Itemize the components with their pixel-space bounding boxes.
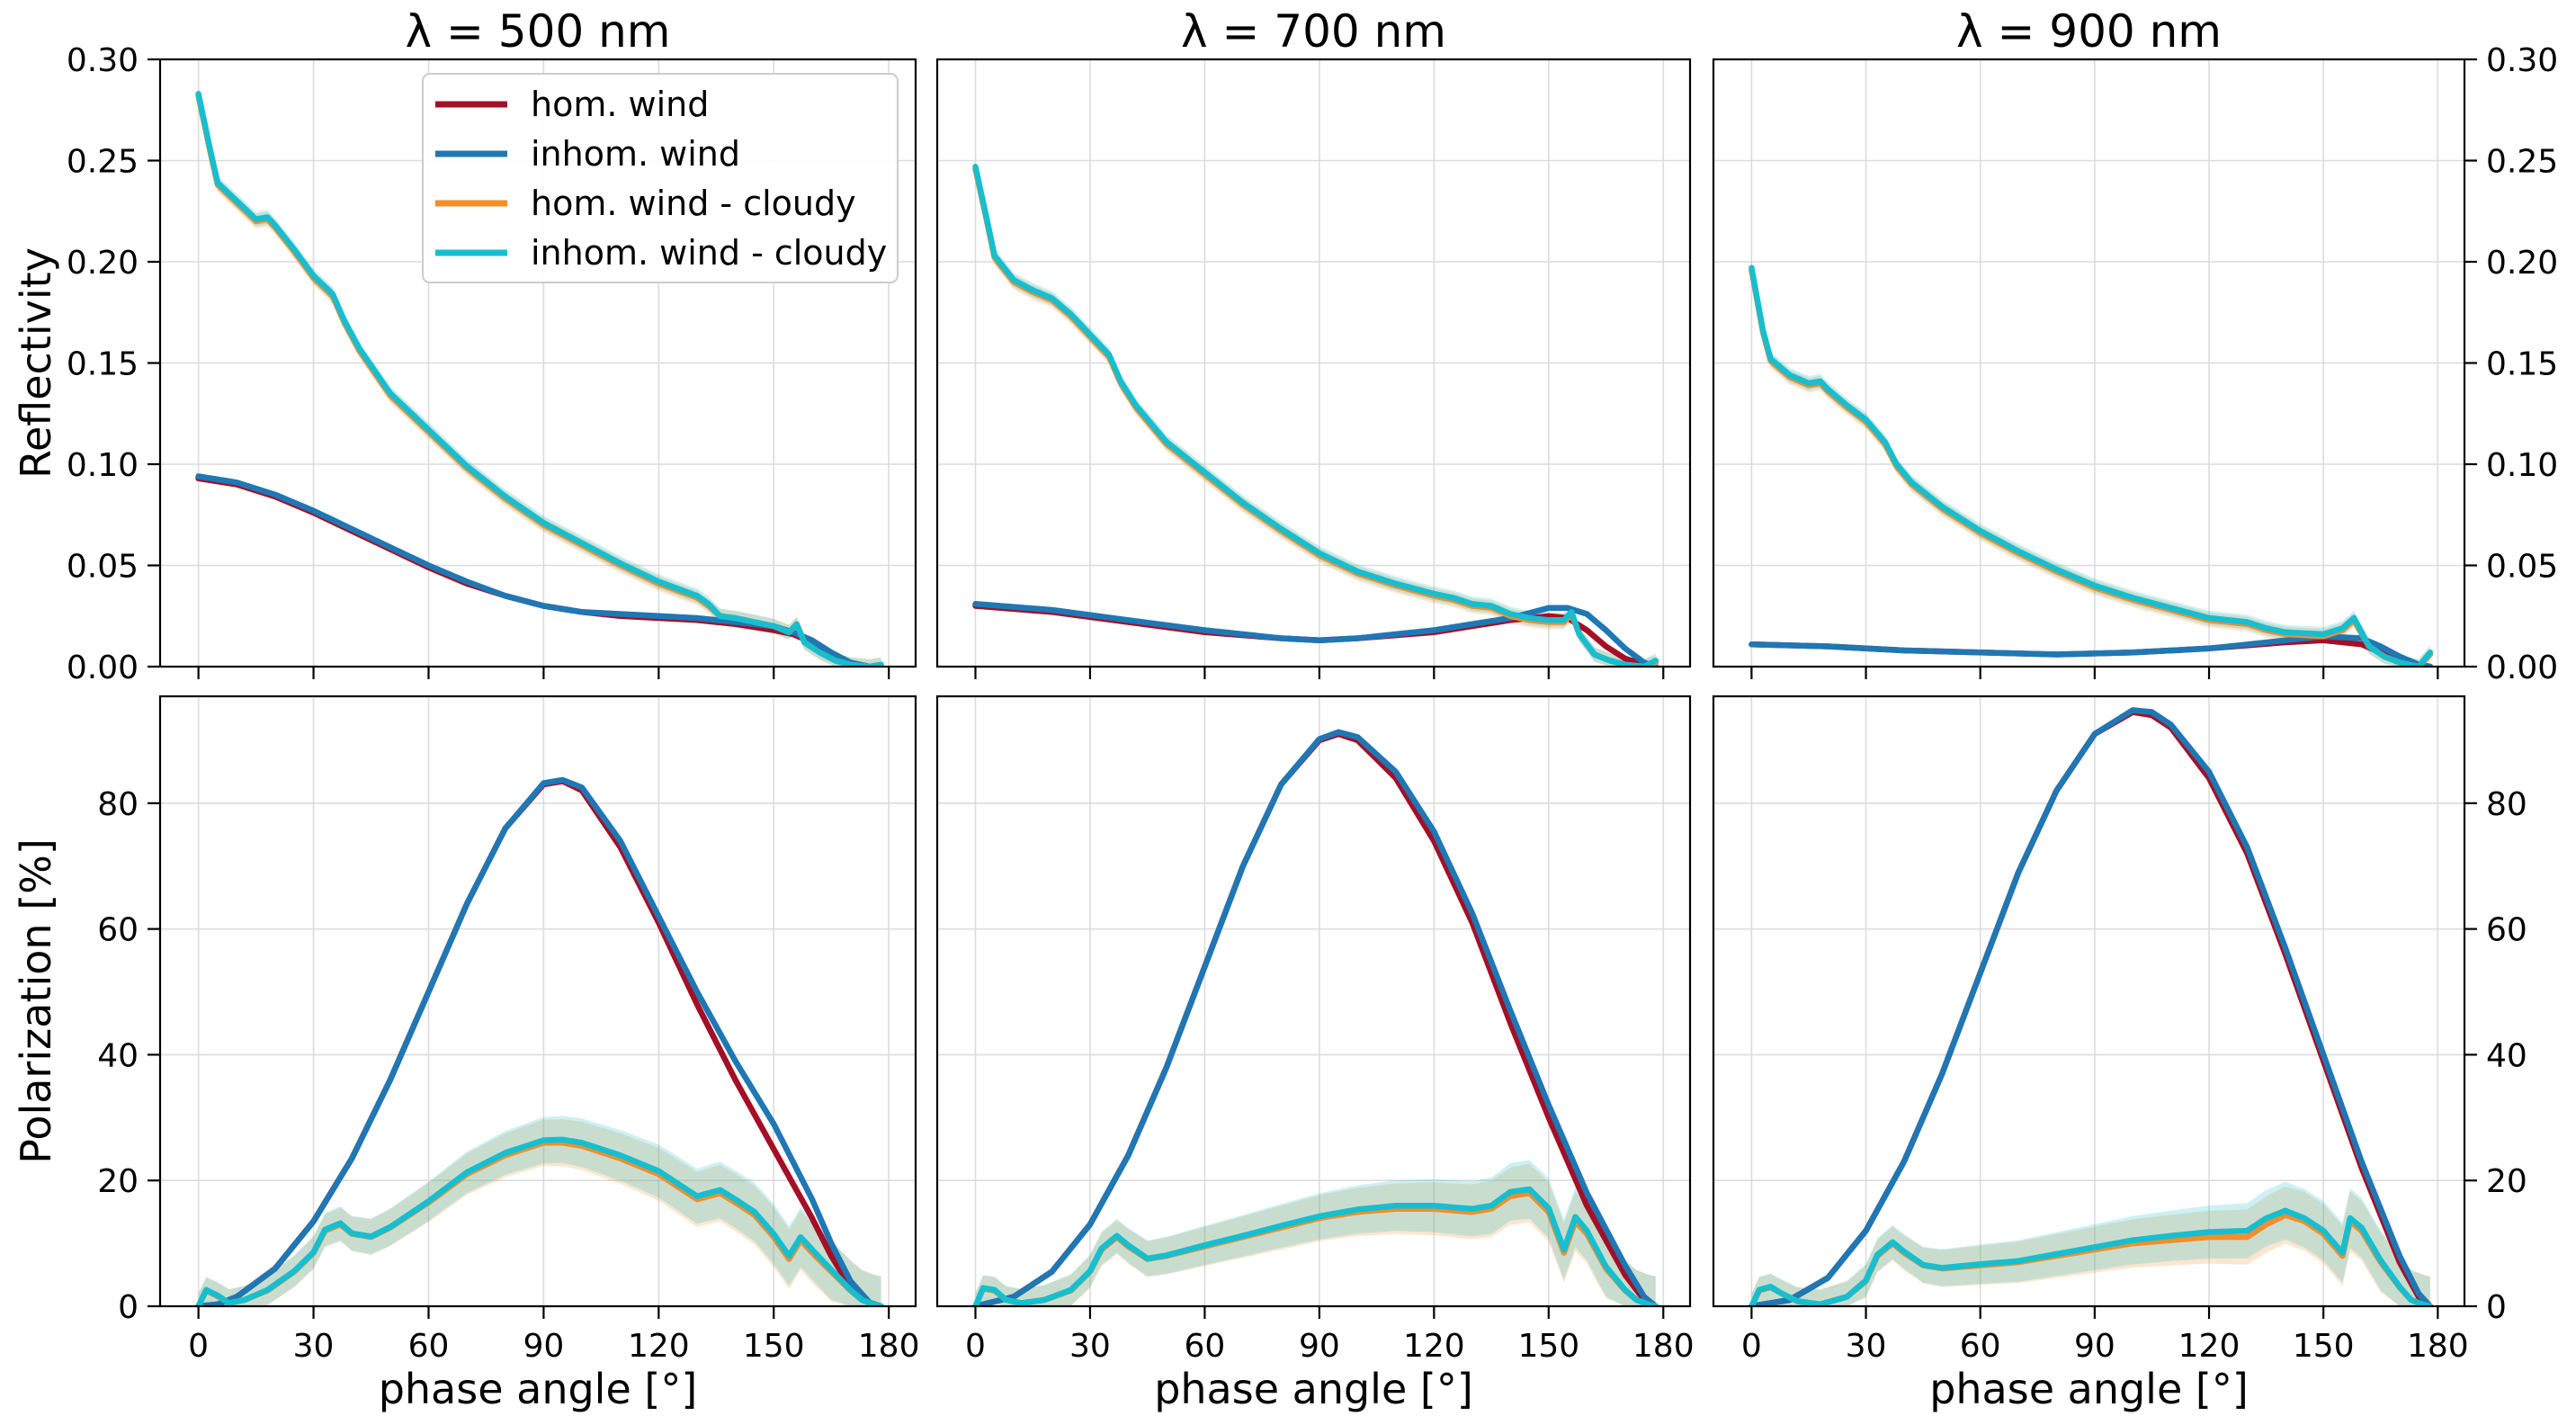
x-axis-label: phase angle [°] (1154, 1365, 1473, 1413)
y-tick-label: 0.10 (2486, 447, 2558, 484)
y-tick-label: 0.00 (67, 650, 139, 686)
uncertainty-band (975, 159, 1656, 667)
axes-frame (935, 58, 1692, 668)
legend-box (422, 73, 899, 283)
series-line-inhom-wind-cloudy (1749, 264, 2434, 667)
y-axis-label: Polarization [%] (12, 838, 60, 1164)
series-line-inhom-wind (195, 473, 884, 667)
series-line-inhom-wind-cloudy (195, 91, 884, 667)
uncertainty-band (975, 1163, 1656, 1306)
axes-frame (935, 695, 1692, 1308)
x-tick-label: 90 (523, 1328, 564, 1365)
y-tick-label: 60 (2486, 912, 2527, 949)
y-tick-label: 0.05 (2486, 549, 2558, 586)
y-tick-label: 0.05 (67, 549, 139, 586)
x-tick-label: 180 (1632, 1328, 1695, 1365)
y-tick-label: 80 (2486, 786, 2527, 823)
data-layer (1749, 260, 2434, 667)
x-tick-label: 120 (2178, 1328, 2241, 1365)
x-tick-label: 60 (1185, 1328, 1226, 1365)
legend-label: inhom. wind - cloudy (531, 233, 887, 273)
data-layer (972, 729, 1659, 1306)
panel-r2-c1: 0 30 60 90 120 150 180 0 20 40 60 80 phase angle [°] (97, 695, 920, 1413)
y-tick-label: 0.10 (67, 447, 139, 484)
uncertainty-band (975, 1160, 1656, 1306)
axes-frame (158, 695, 917, 1308)
series-line-inhom-wind-cloudy (195, 1136, 884, 1306)
x-tick-label: 0 (188, 1328, 209, 1365)
legend: hom. wind inhom. wind hom. wind - cloudy in… (422, 73, 899, 283)
x-tick-label: 0 (1741, 1328, 1762, 1365)
data-layer (1749, 707, 2434, 1306)
series-line-inhom-wind (972, 601, 1659, 667)
x-tick-label: 30 (1846, 1328, 1887, 1365)
y-tick-label: 0.30 (2486, 42, 2558, 79)
y-tick-label: 80 (97, 786, 139, 823)
panel-r2-c2: 0 30 60 90 120 150 180 phase angle [°] (935, 695, 1695, 1413)
series-line-inhom-wind (195, 776, 884, 1306)
y-tick-label: 40 (2486, 1037, 2527, 1074)
y-tick-label: 0.20 (67, 245, 139, 282)
x-tick-label: 90 (2074, 1328, 2115, 1365)
data-layer (195, 86, 884, 667)
y-tick-label: 0 (118, 1289, 139, 1326)
y-tick-label: 0.25 (67, 144, 139, 181)
x-tick-label: 60 (408, 1328, 450, 1365)
series-line-inhom-wind-cloudy (972, 164, 1659, 667)
data-layer (972, 159, 1659, 667)
panel-r2-c3: 0 30 60 90 120 150 180 0 20 40 60 80 phase angle [°] (1712, 695, 2527, 1413)
x-tick-label: 150 (743, 1328, 805, 1365)
x-tick-label: 90 (1299, 1328, 1340, 1365)
legend-label: hom. wind - cloudy (531, 184, 856, 223)
x-axis-label: phase angle [°] (379, 1365, 698, 1413)
panel-title: λ = 900 nm (1956, 5, 2222, 58)
y-tick-label: 0.00 (2486, 650, 2558, 686)
x-tick-label: 30 (293, 1328, 335, 1365)
series-line-inhom-wind (1749, 633, 2434, 667)
y-tick-label: 0 (2486, 1289, 2507, 1326)
x-tick-label: 60 (1960, 1328, 2001, 1365)
uncertainty-band (975, 161, 1656, 667)
x-tick-label: 120 (628, 1328, 690, 1365)
y-tick-label: 60 (97, 912, 139, 949)
uncertainty-band (1751, 1181, 2430, 1306)
series-line-inhom-wind-cloudy (972, 1186, 1659, 1306)
panel-r1-c3: 0.00 0.05 0.10 0.15 0.20 0.25 0.30 λ = 900 nm (1712, 5, 2558, 686)
x-axis-label: phase angle [°] (1929, 1365, 2249, 1413)
series-line-hom-wind-cloudy (1749, 266, 2434, 667)
x-tick-label: 0 (965, 1328, 986, 1365)
y-tick-label: 0.15 (2486, 346, 2558, 383)
y-tick-label: 0.30 (67, 42, 139, 79)
x-tick-label: 120 (1403, 1328, 1465, 1365)
x-tick-label: 150 (1517, 1328, 1579, 1365)
y-tick-label: 40 (97, 1037, 139, 1074)
series-line-inhom-wind-cloudy (1749, 1207, 2434, 1306)
x-tick-label: 180 (2407, 1328, 2469, 1365)
legend-label: hom. wind (531, 85, 709, 124)
series-line-hom-wind-cloudy (972, 166, 1659, 667)
y-tick-label: 20 (2486, 1163, 2527, 1200)
legend-label: inhom. wind (531, 134, 740, 174)
x-tick-label: 150 (2293, 1328, 2355, 1365)
x-tick-label: 180 (858, 1328, 920, 1365)
y-tick-label: 0.15 (67, 346, 139, 383)
series-line-inhom-wind (972, 729, 1659, 1306)
panel-r1-c2: λ = 700 nm (935, 5, 1692, 679)
axes-frame (1712, 695, 2466, 1308)
y-tick-label: 20 (97, 1163, 139, 1200)
panel-title: λ = 500 nm (406, 5, 671, 58)
data-layer (195, 776, 884, 1306)
x-tick-label: 30 (1069, 1328, 1111, 1365)
y-axis-label: Reflectivity (12, 247, 60, 479)
y-tick-label: 0.20 (2486, 245, 2558, 282)
y-tick-label: 0.25 (2486, 144, 2558, 181)
series-line-inhom-wind (1749, 707, 2434, 1306)
panel-title: λ = 700 nm (1181, 5, 1446, 58)
